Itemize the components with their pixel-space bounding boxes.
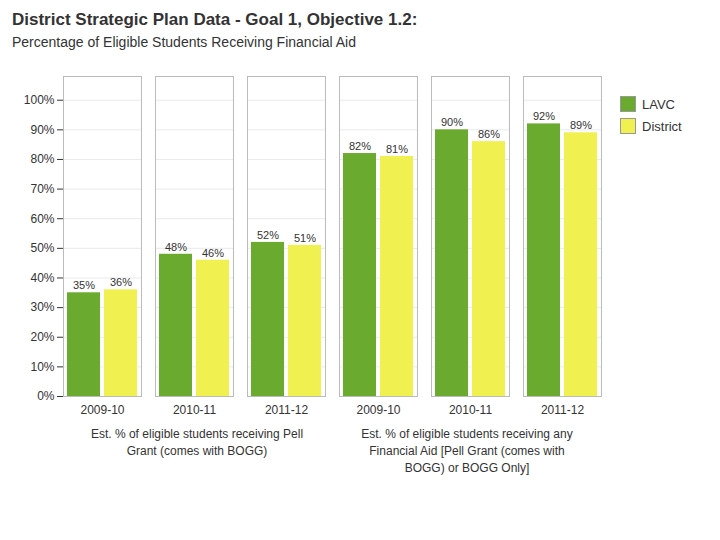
svg-text:82%: 82% bbox=[349, 140, 371, 152]
svg-text:2011-12: 2011-12 bbox=[541, 403, 584, 417]
svg-text:2010-11: 2010-11 bbox=[449, 403, 492, 417]
svg-text:2011-12: 2011-12 bbox=[265, 403, 308, 417]
html-text:District Strategic Plan Data -: District Strategic Plan Data - Goal 1, O… bbox=[12, 10, 418, 29]
svg-text:10%: 10% bbox=[30, 360, 54, 374]
svg-text:30%: 30% bbox=[30, 300, 54, 314]
svg-text:40%: 40% bbox=[30, 271, 54, 285]
svg-text:20%: 20% bbox=[30, 330, 54, 344]
svg-text:81%: 81% bbox=[386, 143, 408, 155]
svg-text:36%: 36% bbox=[110, 276, 132, 288]
svg-text:2010-11: 2010-11 bbox=[173, 403, 216, 417]
svg-text:70%: 70% bbox=[30, 182, 54, 196]
svg-text:46%: 46% bbox=[202, 247, 224, 259]
html-text:Est. % of eligible students re: Est. % of eligible students receiving Pe… bbox=[90, 427, 303, 458]
svg-text:52%: 52% bbox=[257, 229, 279, 241]
html-text:Est. % of eligible students re: Est. % of eligible students receiving an… bbox=[361, 427, 573, 475]
svg-text:86%: 86% bbox=[478, 128, 500, 140]
svg-text:90%: 90% bbox=[30, 123, 54, 137]
svg-text:50%: 50% bbox=[30, 241, 54, 255]
html-text:District: District bbox=[642, 118, 682, 134]
svg-text:92%: 92% bbox=[533, 110, 555, 122]
svg-text:35%: 35% bbox=[73, 279, 95, 291]
svg-text:51%: 51% bbox=[294, 232, 316, 244]
svg-text:100%: 100% bbox=[24, 93, 55, 107]
svg-text:2009-10: 2009-10 bbox=[356, 403, 400, 417]
html-text:LAVC: LAVC bbox=[642, 96, 675, 112]
svg-text:0%: 0% bbox=[37, 389, 55, 403]
svg-text:2009-10: 2009-10 bbox=[80, 403, 124, 417]
html-text:Percentage of Eligible Student: Percentage of Eligible Students Receivin… bbox=[12, 34, 356, 50]
svg-text:80%: 80% bbox=[30, 152, 54, 166]
svg-text:48%: 48% bbox=[165, 241, 187, 253]
svg-text:60%: 60% bbox=[30, 212, 54, 226]
svg-text:90%: 90% bbox=[441, 116, 463, 128]
svg-text:89%: 89% bbox=[570, 119, 592, 131]
